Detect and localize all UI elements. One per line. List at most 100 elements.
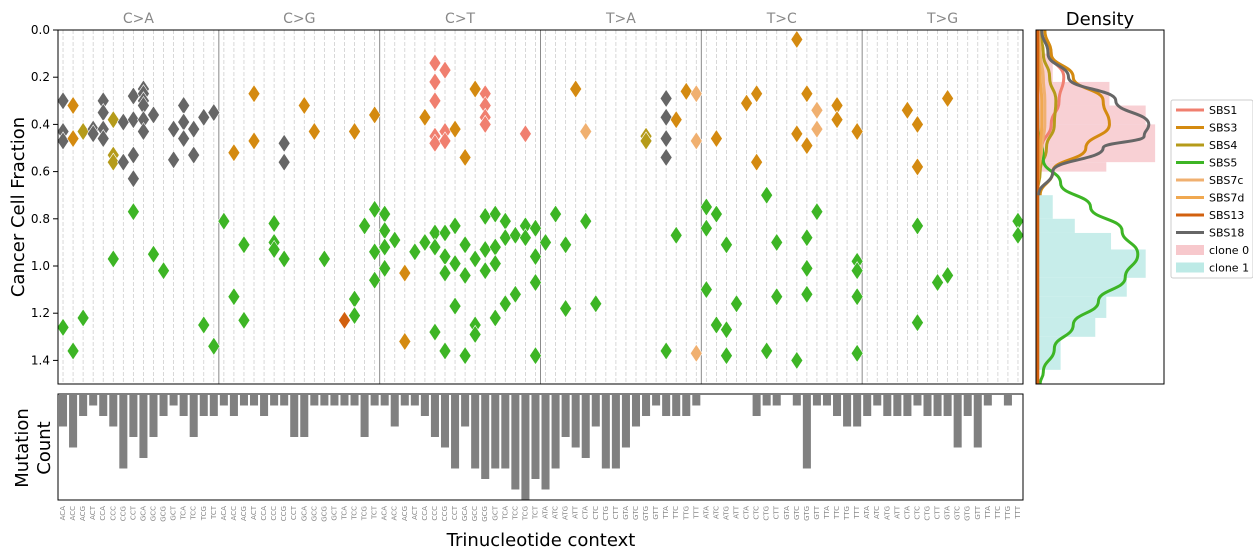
data-point (56, 91, 70, 111)
data-point (559, 298, 572, 319)
data-point (197, 315, 211, 335)
data-point (750, 152, 763, 172)
data-point (187, 119, 201, 139)
bar (199, 395, 208, 416)
x-tick-label: ATC (873, 506, 881, 519)
data-point (509, 225, 522, 245)
data-point (800, 258, 814, 278)
x-tick-label: CCT (451, 505, 459, 520)
data-point (267, 239, 281, 260)
data-point (368, 270, 382, 290)
data-point (408, 242, 422, 262)
x-tick-label: TCT (210, 505, 218, 520)
data-point (448, 119, 462, 139)
data-point (458, 147, 472, 167)
x-tick-label: CCT (290, 505, 298, 520)
data-point (277, 133, 291, 153)
data-point (468, 324, 482, 344)
legend-label: SBS3 (1209, 122, 1237, 135)
x-tick-label: ACT (411, 505, 419, 520)
data-point (800, 136, 814, 156)
data-point (127, 86, 140, 106)
y-tick-label: 1.0 (31, 259, 50, 273)
data-point (368, 199, 382, 219)
data-point (378, 237, 392, 257)
data-point (338, 310, 351, 330)
bar (953, 395, 962, 448)
bars (59, 395, 1012, 500)
data-point (730, 294, 743, 314)
x-tick-label: TCC (511, 506, 519, 521)
x-tick-label: TTC (833, 506, 841, 520)
data-point (237, 310, 251, 330)
data-point (478, 261, 492, 281)
bar (169, 395, 178, 406)
bar (541, 395, 550, 490)
data-point (710, 315, 723, 335)
x-tick-label: GTC (954, 506, 962, 520)
density-panel: Density (1035, 9, 1165, 385)
data-point (579, 121, 593, 142)
data-point (699, 197, 713, 217)
scatter-frame (57, 29, 1024, 385)
legend-swatch (1176, 245, 1204, 255)
group-label: C>G (283, 11, 315, 27)
data-point (901, 100, 914, 120)
bar (983, 395, 992, 406)
x-tick-label: CTT (612, 505, 620, 519)
x-tick-label: TCA (180, 506, 188, 521)
data-point (710, 204, 723, 224)
x-tick-label: GTA (944, 506, 952, 520)
data-point (1011, 225, 1025, 245)
data-point (458, 235, 472, 255)
bar (249, 395, 259, 406)
data-point (579, 211, 593, 231)
data-point (569, 79, 583, 99)
bar (380, 395, 389, 406)
data-point (418, 232, 432, 252)
y-tick-label: 0.6 (31, 165, 50, 179)
data-point (207, 336, 221, 356)
x-tick-label: ATA (542, 506, 550, 519)
y-axis-label: Cancer Cell Fraction (8, 117, 29, 297)
density-curve (1035, 29, 1058, 196)
bar (390, 395, 399, 427)
bar (239, 395, 248, 406)
x-tick-label: GTT (974, 505, 982, 519)
bar (410, 395, 419, 406)
bar (350, 395, 359, 406)
density-frame (1035, 29, 1165, 385)
data-point (76, 121, 90, 142)
data-point (790, 124, 804, 144)
x-tick-label: CCG (441, 506, 449, 521)
data-point (488, 308, 502, 328)
x-tick-label: CTG (763, 506, 771, 521)
hist-bin (1037, 249, 1146, 278)
x-tick-label: CTA (903, 506, 911, 520)
data-point (488, 204, 502, 224)
data-point (720, 346, 733, 366)
data-point (76, 308, 90, 328)
x-tick-label: TTA (823, 506, 831, 520)
data-point (348, 121, 361, 142)
data-point (438, 263, 452, 283)
hist-bin (1037, 195, 1053, 219)
data-point (498, 228, 512, 248)
data-point (850, 287, 864, 307)
bar (833, 395, 842, 416)
data-point (911, 114, 924, 134)
bar (581, 395, 590, 458)
x-tick-label: TCG (521, 506, 529, 521)
bar (370, 395, 379, 406)
data-point (398, 263, 412, 283)
y-tick-label: 1.2 (31, 306, 50, 320)
bar (290, 395, 299, 437)
bar (1003, 395, 1012, 406)
data-point (227, 287, 241, 307)
data-point (237, 235, 251, 255)
data-point (720, 320, 733, 340)
data-point (127, 110, 140, 130)
group-label: T>A (605, 11, 636, 27)
bar (79, 395, 88, 416)
